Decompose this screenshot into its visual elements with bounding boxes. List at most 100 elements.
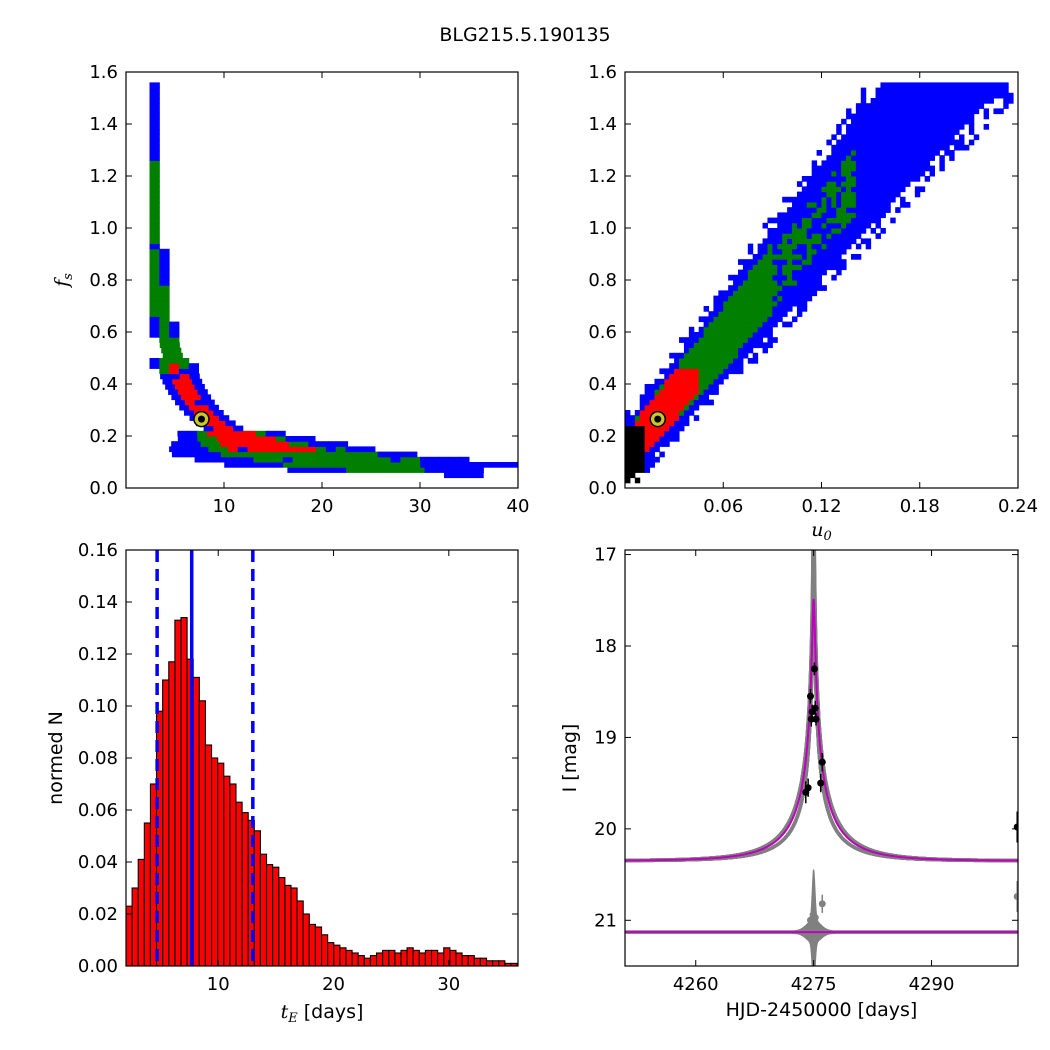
density-cell xyxy=(634,430,641,437)
density-cell xyxy=(816,274,822,281)
density-cell xyxy=(757,311,764,317)
density-cell xyxy=(831,222,837,229)
density-cell xyxy=(895,87,901,94)
density-cell xyxy=(801,222,808,229)
density-cell xyxy=(850,233,857,239)
density-cell xyxy=(664,378,670,385)
density-cell xyxy=(777,269,783,276)
density-cell xyxy=(801,191,808,198)
density-cell xyxy=(312,462,323,468)
y-tick-label: 0.02 xyxy=(78,904,118,925)
density-cell xyxy=(806,233,813,239)
histogram-bar xyxy=(290,887,298,966)
density-cell xyxy=(792,243,798,250)
density-cell xyxy=(905,139,911,146)
density-cell xyxy=(728,368,734,375)
density-cell xyxy=(841,186,847,193)
density-cell xyxy=(909,144,916,151)
histogram-bar xyxy=(339,947,347,966)
density-cell xyxy=(841,243,847,250)
density-cell xyxy=(777,285,783,291)
density-cell xyxy=(708,399,714,406)
density-cell xyxy=(654,436,660,442)
density-cell xyxy=(762,238,768,245)
density-cell xyxy=(914,134,921,141)
density-cell xyxy=(919,144,926,151)
density-cell xyxy=(811,212,818,219)
density-cell xyxy=(639,415,646,421)
density-cell xyxy=(688,399,695,406)
density-cell xyxy=(279,451,290,458)
density-cell xyxy=(890,155,896,161)
density-cell xyxy=(752,358,759,364)
density-cell xyxy=(777,306,783,312)
density-cell xyxy=(328,441,339,447)
density-cell xyxy=(777,316,783,323)
density-cell xyxy=(713,300,719,307)
density-cell xyxy=(900,160,906,167)
density-cell xyxy=(850,238,857,245)
density-cell xyxy=(367,451,379,458)
density-cell xyxy=(752,306,759,312)
density-cell xyxy=(292,462,304,468)
density-cell xyxy=(806,222,813,229)
density-cell xyxy=(752,321,759,328)
density-cell xyxy=(654,430,660,437)
density-cell xyxy=(880,113,886,120)
density-cell xyxy=(737,316,744,323)
density-cell xyxy=(782,222,788,229)
density-cell xyxy=(149,280,160,286)
density-cell xyxy=(149,363,160,369)
density-cell xyxy=(826,238,832,245)
density-cell xyxy=(414,467,426,473)
density-cell xyxy=(782,321,788,328)
density-cell xyxy=(718,311,724,317)
density-cell xyxy=(713,389,719,395)
histogram-bar xyxy=(302,913,310,966)
density-cell xyxy=(880,191,886,198)
density-cell xyxy=(836,129,842,135)
density-cell xyxy=(723,316,729,323)
density-cell xyxy=(870,228,877,234)
y-tick-label: 21 xyxy=(594,910,617,931)
density-cell xyxy=(796,248,803,255)
density-cell xyxy=(172,352,183,359)
density-cell xyxy=(639,467,646,473)
density-cell xyxy=(806,186,813,193)
density-cell xyxy=(693,404,700,411)
density-cell xyxy=(220,451,232,458)
density-cell xyxy=(345,446,356,453)
data-point xyxy=(817,779,825,787)
density-cell xyxy=(895,176,901,182)
density-cell xyxy=(860,134,867,141)
density-cell xyxy=(247,446,258,453)
density-cell xyxy=(792,217,798,224)
density-cell xyxy=(742,269,749,276)
density-cell xyxy=(841,181,847,187)
density-cell xyxy=(949,155,955,161)
density-cell xyxy=(733,316,739,323)
density-cell xyxy=(885,103,891,109)
density-cell xyxy=(688,337,695,343)
density-cell xyxy=(149,259,160,265)
density-cell xyxy=(381,462,392,468)
density-cell xyxy=(870,108,877,115)
density-cell xyxy=(924,160,931,167)
density-cell xyxy=(900,170,906,177)
density-cell xyxy=(796,254,803,260)
density-cell xyxy=(286,446,298,453)
density-cell xyxy=(939,108,945,115)
density-cell xyxy=(230,451,241,458)
density-cell xyxy=(880,82,886,89)
density-cell xyxy=(875,170,881,177)
density-cell xyxy=(683,373,690,380)
density-cell xyxy=(787,207,793,213)
density-cell xyxy=(698,332,705,338)
density-cell xyxy=(806,264,813,271)
density-cell xyxy=(909,176,916,182)
density-cell xyxy=(644,430,651,437)
density-cell xyxy=(880,165,886,172)
density-cell xyxy=(792,300,798,307)
y-tick-label: 0.8 xyxy=(89,270,118,291)
density-cell xyxy=(973,92,980,99)
